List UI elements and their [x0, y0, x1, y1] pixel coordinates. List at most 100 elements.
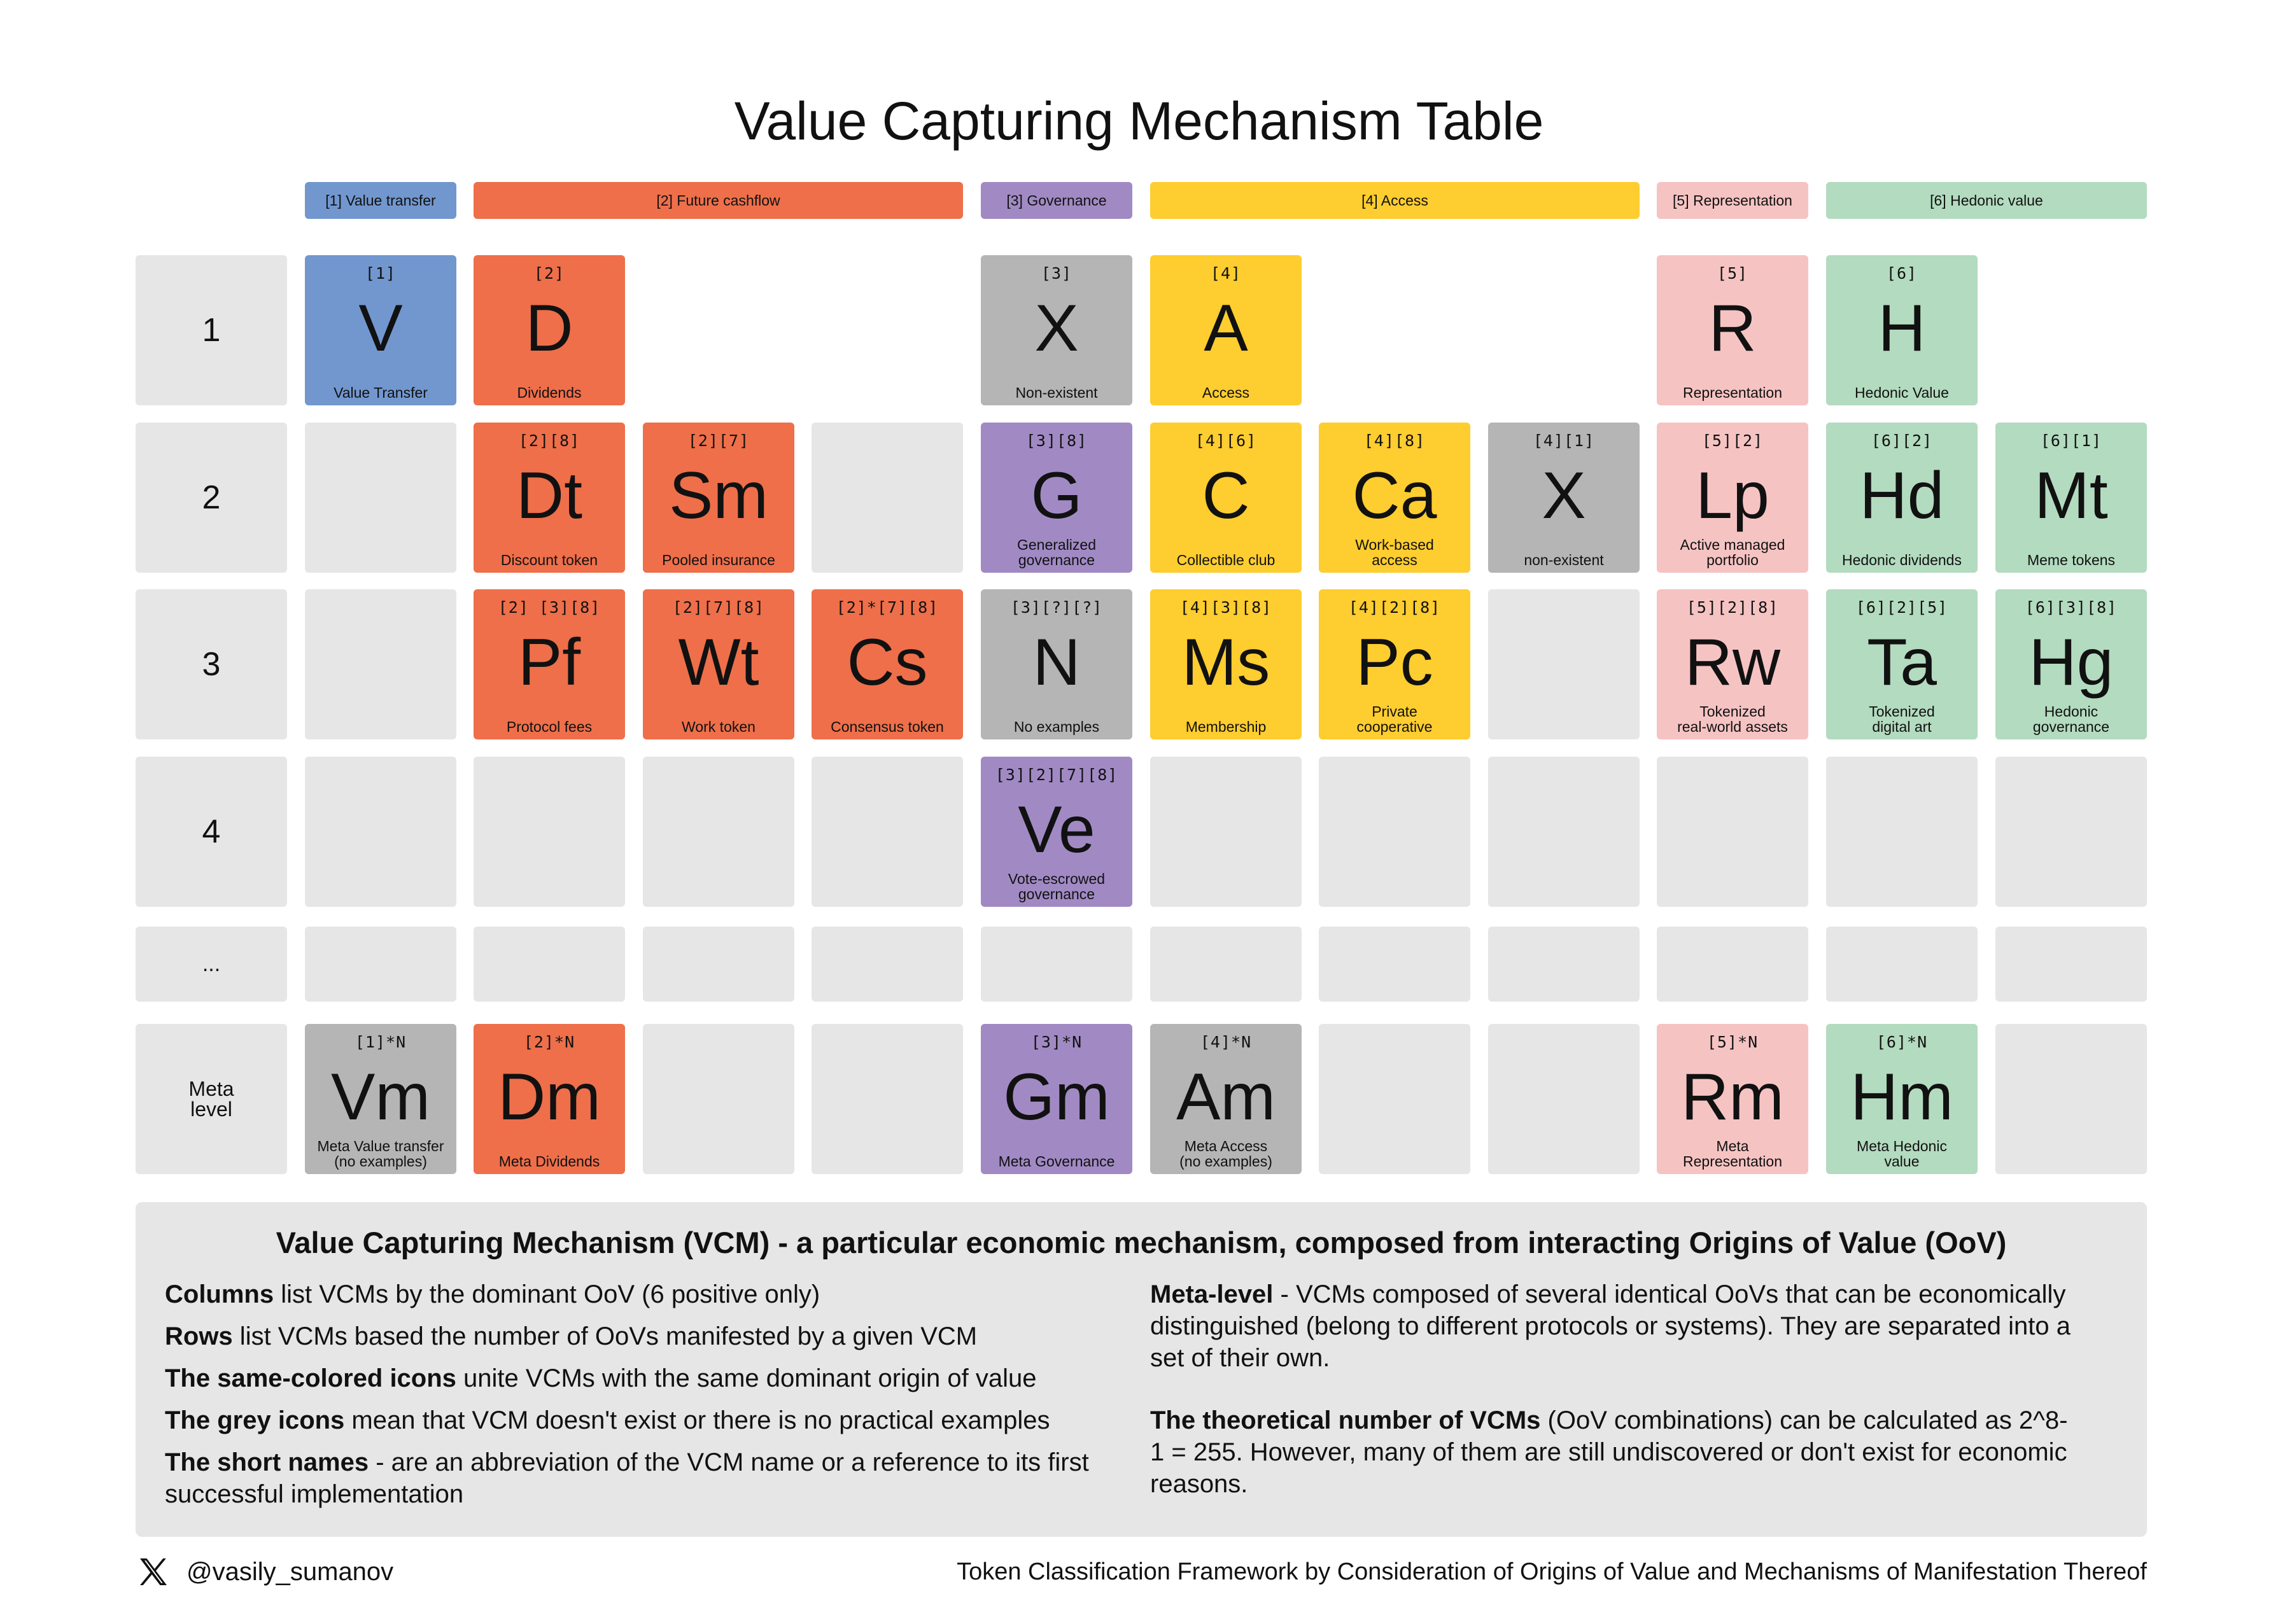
empty-cell: [1826, 927, 1978, 1002]
empty-cell: [643, 1024, 794, 1174]
info-item: Columns list VCMs by the dominant OoV (6…: [165, 1278, 1132, 1310]
empty-cell: [1488, 927, 1640, 1002]
vcm-code: [4][6]: [1195, 431, 1257, 450]
row-label: 3: [136, 589, 287, 739]
vcm-cell-ca[interactable]: [4][8] Ca Work-based access: [1319, 423, 1470, 573]
vcm-code: [2][7]: [687, 431, 750, 450]
empty-cell: [1657, 927, 1808, 1002]
vcm-code: [6][2][5]: [1855, 598, 1948, 617]
vcm-symbol: Ve: [1018, 793, 1095, 867]
info-item-text: - VCMs composed of several identical OoV…: [1150, 1280, 2071, 1372]
vcm-code: [4]: [1210, 264, 1242, 283]
empty-cell: [1319, 927, 1470, 1002]
vcm-cell-pf[interactable]: [2] [3][8] Pf Protocol fees: [474, 589, 625, 739]
vcm-symbol: Pc: [1356, 626, 1433, 699]
vcm-cell-mt[interactable]: [6][1] Mt Meme tokens: [1995, 423, 2147, 573]
vcm-name: Meta Dividends: [498, 1153, 600, 1170]
vcm-code: [3][?][?]: [1010, 598, 1103, 617]
vcm-name: Hedonic governance: [2032, 703, 2110, 735]
info-item: The grey icons mean that VCM doesn't exi…: [165, 1404, 1132, 1436]
vcm-code: [2]*N: [523, 1033, 575, 1051]
vcm-symbol: V: [358, 291, 403, 365]
row-label: 2: [136, 423, 287, 573]
vcm-cell-x[interactable]: [3] X Non-existent: [981, 255, 1132, 405]
vcm-cell-ve[interactable]: [3][2][7][8] Ve Vote-escrowed governance: [981, 757, 1132, 907]
vcm-symbol: Gm: [1003, 1060, 1110, 1134]
vcm-cell-n[interactable]: [3][?][?] N No examples: [981, 589, 1132, 739]
vcm-cell-ms[interactable]: [4][3][8] Ms Membership: [1150, 589, 1302, 739]
vcm-symbol: Cs: [847, 626, 928, 699]
vcm-cell-vm[interactable]: [1]*N Vm Meta Value transfer (no examples): [305, 1024, 456, 1174]
vcm-code: [6][1]: [2040, 431, 2102, 450]
vcm-code: [3][8]: [1025, 431, 1088, 450]
vcm-cell-hd[interactable]: [6][2] Hd Hedonic dividends: [1826, 423, 1978, 573]
page-title: Value Capturing Mechanism Table: [734, 91, 1544, 151]
vcm-cell-gm[interactable]: [3]*N Gm Meta Governance: [981, 1024, 1132, 1174]
vcm-symbol: Dt: [516, 459, 582, 533]
author-handle[interactable]: @vasily_sumanov: [186, 1557, 394, 1586]
vcm-name: Private cooperative: [1356, 703, 1433, 735]
vcm-cell-hg[interactable]: [6][3][8] Hg Hedonic governance: [1995, 589, 2147, 739]
empty-cell: [812, 927, 963, 1002]
vcm-symbol: Hm: [1850, 1060, 1953, 1134]
info-item-text: (OoV combinations) can be calculated as …: [1150, 1406, 2068, 1498]
vcm-cell-dm[interactable]: [2]*N Dm Meta Dividends: [474, 1024, 625, 1174]
empty-cell: [474, 757, 625, 907]
vcm-cell-cs[interactable]: [2]*[7][8] Cs Consensus token: [812, 589, 963, 739]
vcm-name: Generalized governance: [1016, 536, 1097, 568]
vcm-cell-h[interactable]: [6] H Hedonic Value: [1826, 255, 1978, 405]
info-item-term: The grey icons: [165, 1406, 345, 1434]
info-item-term: The theoretical number of VCMs: [1150, 1406, 1541, 1434]
vcm-name: No examples: [1013, 718, 1100, 735]
vcm-code: [2] [3][8]: [498, 598, 601, 617]
vcm-cell-lp[interactable]: [5][2] Lp Active managed portfolio: [1657, 423, 1808, 573]
vcm-cell-pc[interactable]: [4][2][8] Pc Private cooperative: [1319, 589, 1470, 739]
vcm-name: Meta Value transfer (no examples): [317, 1138, 444, 1170]
info-item: Meta-level - VCMs composed of several id…: [1150, 1278, 2079, 1374]
vcm-symbol: Dm: [498, 1060, 601, 1134]
vcm-cell-rm[interactable]: [5]*N Rm Meta Representation: [1657, 1024, 1808, 1174]
vcm-cell-ta[interactable]: [6][2][5] Ta Tokenized digital art: [1826, 589, 1978, 739]
empty-cell: [1150, 757, 1302, 907]
empty-cell: [1995, 1024, 2147, 1174]
vcm-code: [4]*N: [1200, 1033, 1252, 1051]
info-right-column: Meta-level - VCMs composed of several id…: [1150, 1278, 2079, 1510]
empty-cell: [643, 757, 794, 907]
column-header: [5] Representation: [1657, 182, 1808, 219]
vcm-cell-c[interactable]: [4][6] C Collectible club: [1150, 423, 1302, 573]
vcm-code: [5][2][8]: [1686, 598, 1779, 617]
empty-cell: [812, 757, 963, 907]
info-item-term: Columns: [165, 1280, 274, 1308]
vcm-cell-a[interactable]: [4] A Access: [1150, 255, 1302, 405]
vcm-cell-dt[interactable]: [2][8] Dt Discount token: [474, 423, 625, 573]
info-item-text: mean that VCM doesn't exist or there is …: [344, 1406, 1050, 1434]
vcm-cell-g[interactable]: [3][8] G Generalized governance: [981, 423, 1132, 573]
info-item-text: list VCMs based the number of OoVs manif…: [232, 1322, 978, 1350]
vcm-symbol: Am: [1176, 1060, 1276, 1134]
vcm-cell-am[interactable]: [4]*N Am Meta Access (no examples): [1150, 1024, 1302, 1174]
vcm-name: Value Transfer: [334, 384, 428, 401]
vcm-symbol: D: [525, 291, 573, 365]
vcm-code: [1]: [365, 264, 397, 283]
info-item-term: The same-colored icons: [165, 1364, 456, 1392]
vcm-symbol: X: [1542, 459, 1586, 533]
vcm-name: Meta Governance: [998, 1153, 1115, 1170]
x-logo-icon[interactable]: [136, 1554, 171, 1590]
vcm-name: Non-existent: [1015, 384, 1098, 401]
vcm-name: Meta Representation: [1683, 1138, 1782, 1170]
vcm-name: Discount token: [500, 552, 598, 568]
empty-cell: [305, 757, 456, 907]
vcm-cell-sm[interactable]: [2][7] Sm Pooled insurance: [643, 423, 794, 573]
vcm-cell-d[interactable]: [2] D Dividends: [474, 255, 625, 405]
vcm-cell-v[interactable]: [1] V Value Transfer: [305, 255, 456, 405]
vcm-cell-rw[interactable]: [5][2][8] Rw Tokenized real-world assets: [1657, 589, 1808, 739]
vcm-cell-r[interactable]: [5] R Representation: [1657, 255, 1808, 405]
vcm-code: [3]*N: [1030, 1033, 1083, 1051]
vcm-name: Hedonic dividends: [1842, 552, 1962, 568]
vcm-symbol: Rm: [1681, 1060, 1784, 1134]
empty-cell: [812, 1024, 963, 1174]
vcm-name: Tokenized digital art: [1869, 703, 1935, 735]
vcm-cell-wt[interactable]: [2][7][8] Wt Work token: [643, 589, 794, 739]
vcm-cell-hm[interactable]: [6]*N Hm Meta Hedonic value: [1826, 1024, 1978, 1174]
